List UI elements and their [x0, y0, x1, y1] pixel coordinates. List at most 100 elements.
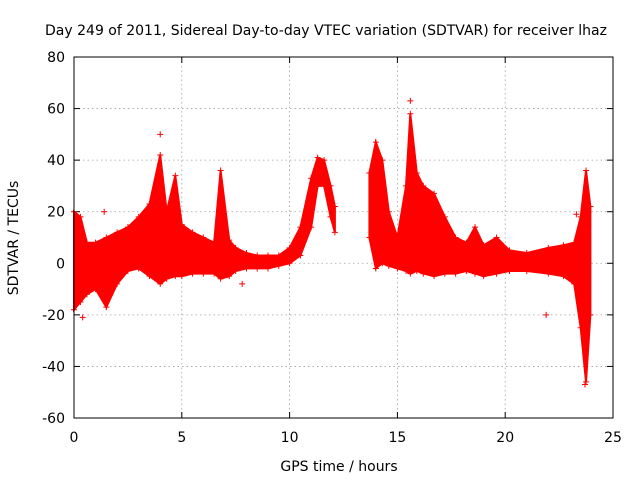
- data-point: [217, 275, 224, 282]
- y-tick-label: 80: [47, 50, 65, 66]
- data-point: [493, 270, 500, 277]
- data-point: [146, 200, 153, 207]
- data-point: [124, 268, 131, 275]
- data-point: [189, 270, 196, 277]
- data-point: [92, 286, 99, 293]
- data-point: [545, 244, 552, 251]
- data-point: [308, 224, 315, 231]
- data-point: [83, 239, 90, 246]
- y-tick-label: 20: [47, 205, 65, 221]
- data-point: [135, 265, 142, 272]
- data-point: [523, 268, 530, 275]
- data-point: [571, 239, 578, 246]
- data-point: [172, 172, 179, 179]
- data-point: [103, 304, 110, 311]
- data-point: [163, 208, 170, 215]
- data-point: [577, 324, 584, 331]
- data-point: [407, 110, 414, 117]
- data-point: [265, 265, 272, 272]
- data-point: [243, 249, 250, 256]
- data-point: [232, 268, 239, 275]
- data-point: [372, 265, 379, 272]
- data-point: [200, 234, 207, 241]
- data-point: [441, 270, 448, 277]
- data-point: [286, 244, 293, 251]
- data-point: [172, 273, 179, 280]
- data-point: [523, 249, 530, 256]
- x-tick-label: 20: [496, 430, 514, 446]
- data-point: [265, 252, 272, 259]
- data-point: [226, 237, 233, 244]
- x-tick-label: 15: [388, 430, 406, 446]
- data-point: [243, 265, 250, 272]
- data-point: [571, 280, 578, 287]
- y-tick-label: 60: [47, 102, 65, 118]
- data-point: [560, 273, 567, 280]
- data-point: [275, 262, 282, 269]
- data-point: [103, 234, 110, 241]
- outlier-point: [79, 314, 86, 321]
- data-point: [226, 273, 233, 280]
- data-point: [372, 139, 379, 146]
- x-tick-label: 25: [604, 430, 622, 446]
- outlier-point: [407, 97, 414, 104]
- data-point: [420, 270, 427, 277]
- data-point: [403, 268, 410, 275]
- data-point: [493, 234, 500, 241]
- data-point: [211, 239, 218, 246]
- data-point: [385, 262, 392, 269]
- outlier-point: [101, 208, 108, 215]
- data-point: [506, 247, 513, 254]
- y-tick-label: 0: [56, 256, 65, 272]
- data-point: [297, 252, 304, 259]
- data-point: [394, 265, 401, 272]
- y-axis-label: SDTVAR / TECUs: [6, 181, 22, 296]
- data-point: [366, 170, 373, 177]
- y-tick-label: 40: [47, 153, 65, 169]
- data-point: [211, 270, 218, 277]
- data-point: [420, 182, 427, 189]
- data-point: [232, 244, 239, 251]
- data-point: [480, 273, 487, 280]
- data-point: [431, 190, 438, 197]
- data-point: [308, 175, 315, 182]
- data-point: [379, 157, 386, 164]
- data-point: [321, 182, 328, 189]
- data-point: [217, 167, 224, 174]
- data-point: [480, 242, 487, 249]
- data-point: [314, 154, 321, 161]
- data-point: [114, 280, 121, 287]
- data-point: [114, 229, 121, 236]
- data-point: [146, 273, 153, 280]
- data-point: [200, 270, 207, 277]
- data-point: [331, 203, 338, 210]
- data-point: [254, 252, 261, 259]
- tick-labels: 0 5 10 15 20 25 -60 -40 -20 0 20 40 60 80: [42, 50, 622, 446]
- data-point: [327, 182, 334, 189]
- outlier-point: [573, 211, 580, 218]
- outlier-point: [157, 131, 164, 138]
- data-point: [314, 182, 321, 189]
- y-tick-label: -60: [42, 411, 65, 427]
- data-point: [413, 170, 420, 177]
- x-tick-label: 0: [70, 430, 79, 446]
- data-point: [77, 213, 84, 220]
- data-point: [135, 213, 142, 220]
- chart-title: Day 249 of 2011, Sidereal Day-to-day VTE…: [45, 23, 607, 39]
- data-point: [178, 221, 185, 228]
- data-point: [431, 273, 438, 280]
- data-point: [254, 265, 261, 272]
- data-point: [545, 270, 552, 277]
- outlier-point: [543, 311, 550, 318]
- data-point: [394, 234, 401, 241]
- data-point: [327, 213, 334, 220]
- y-tick-label: -20: [42, 308, 65, 324]
- data-point: [463, 239, 470, 246]
- data-point: [297, 224, 304, 231]
- data-point: [413, 268, 420, 275]
- data-point: [385, 208, 392, 215]
- data-point: [366, 234, 373, 241]
- data-point: [583, 167, 590, 174]
- data-point: [472, 270, 479, 277]
- outlier-point: [581, 381, 588, 388]
